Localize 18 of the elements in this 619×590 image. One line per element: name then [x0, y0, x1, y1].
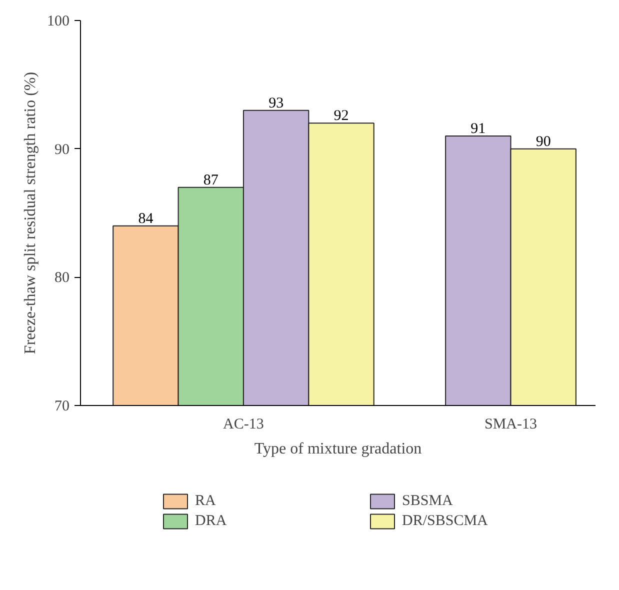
legend-label: SBSMA [402, 492, 454, 510]
y-tick-label: 80 [54, 270, 70, 286]
data-label: 90 [536, 134, 551, 150]
x-tick-label: AC-13 [223, 416, 264, 432]
legend-label: RA [195, 492, 217, 510]
y-tick-label: 70 [54, 398, 70, 414]
data-label: 87 [203, 172, 219, 188]
x-axis-title: Type of mixture gradation [254, 440, 422, 458]
data-label: 91 [470, 121, 486, 137]
legend-label: DRA [195, 512, 228, 530]
data-label: 84 [138, 210, 154, 227]
y-axis-title: Freeze-thaw split residual strength ratio (%) [22, 72, 39, 354]
y-tick-label: 100 [47, 14, 70, 30]
data-label: 93 [268, 95, 284, 112]
y-tick-label: 90 [54, 142, 70, 158]
x-tick-label: SMA-13 [484, 416, 538, 432]
legend-label: DR/SBSCMA [402, 512, 489, 530]
data-label: 92 [334, 108, 349, 124]
